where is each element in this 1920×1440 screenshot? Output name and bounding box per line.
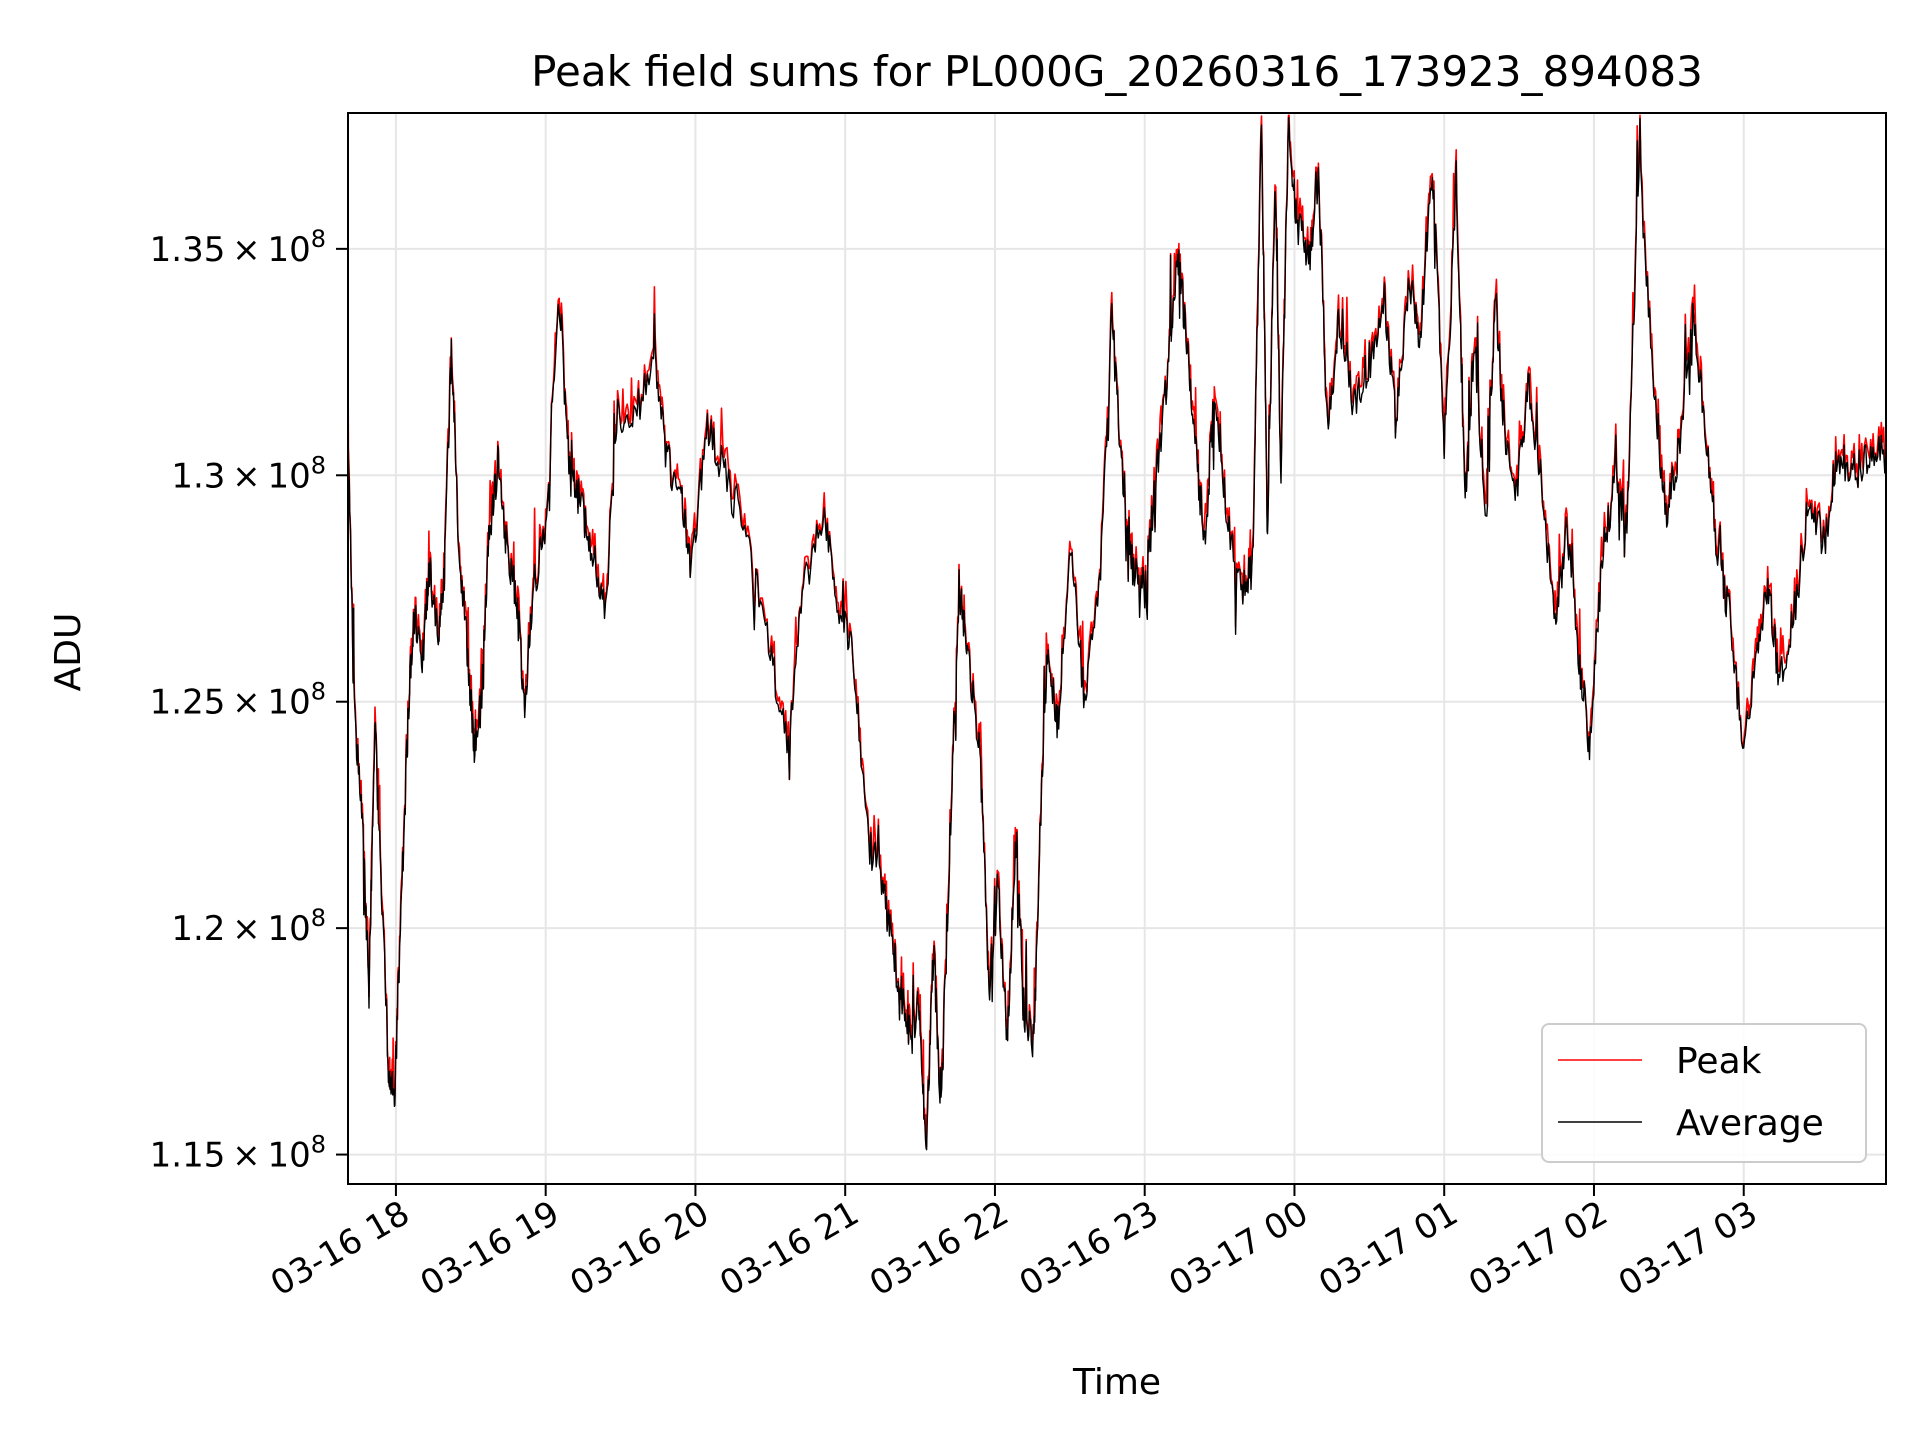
- y-tick-label: 1.15 × 108: [150, 1131, 326, 1176]
- chart-title: Peak field sums for PL000G_20260316_1739…: [531, 47, 1703, 96]
- y-axis-label: ADU: [48, 613, 89, 692]
- y-tick-label: 1.2 × 108: [171, 904, 326, 949]
- y-tick-label: 1.3 × 108: [171, 451, 326, 496]
- legend: Peak Average: [1541, 1023, 1867, 1163]
- legend-box: [1541, 1023, 1867, 1163]
- x-axis-label: Time: [1072, 1362, 1161, 1403]
- legend-label-peak: Peak: [1676, 1041, 1762, 1082]
- series-line-average: [347, 116, 1887, 1151]
- y-tick-label: 1.25 × 108: [150, 678, 326, 723]
- y-tick-label: 1.35 × 108: [150, 225, 326, 270]
- y-axis: 1.15 × 108 1.2 × 108 1.25 × 108 1.3 × 108 1.…: [150, 225, 348, 1176]
- plot-area-frame: [347, 112, 1887, 1185]
- legend-label-average: Average: [1676, 1103, 1824, 1144]
- series-layer: [347, 114, 1887, 1151]
